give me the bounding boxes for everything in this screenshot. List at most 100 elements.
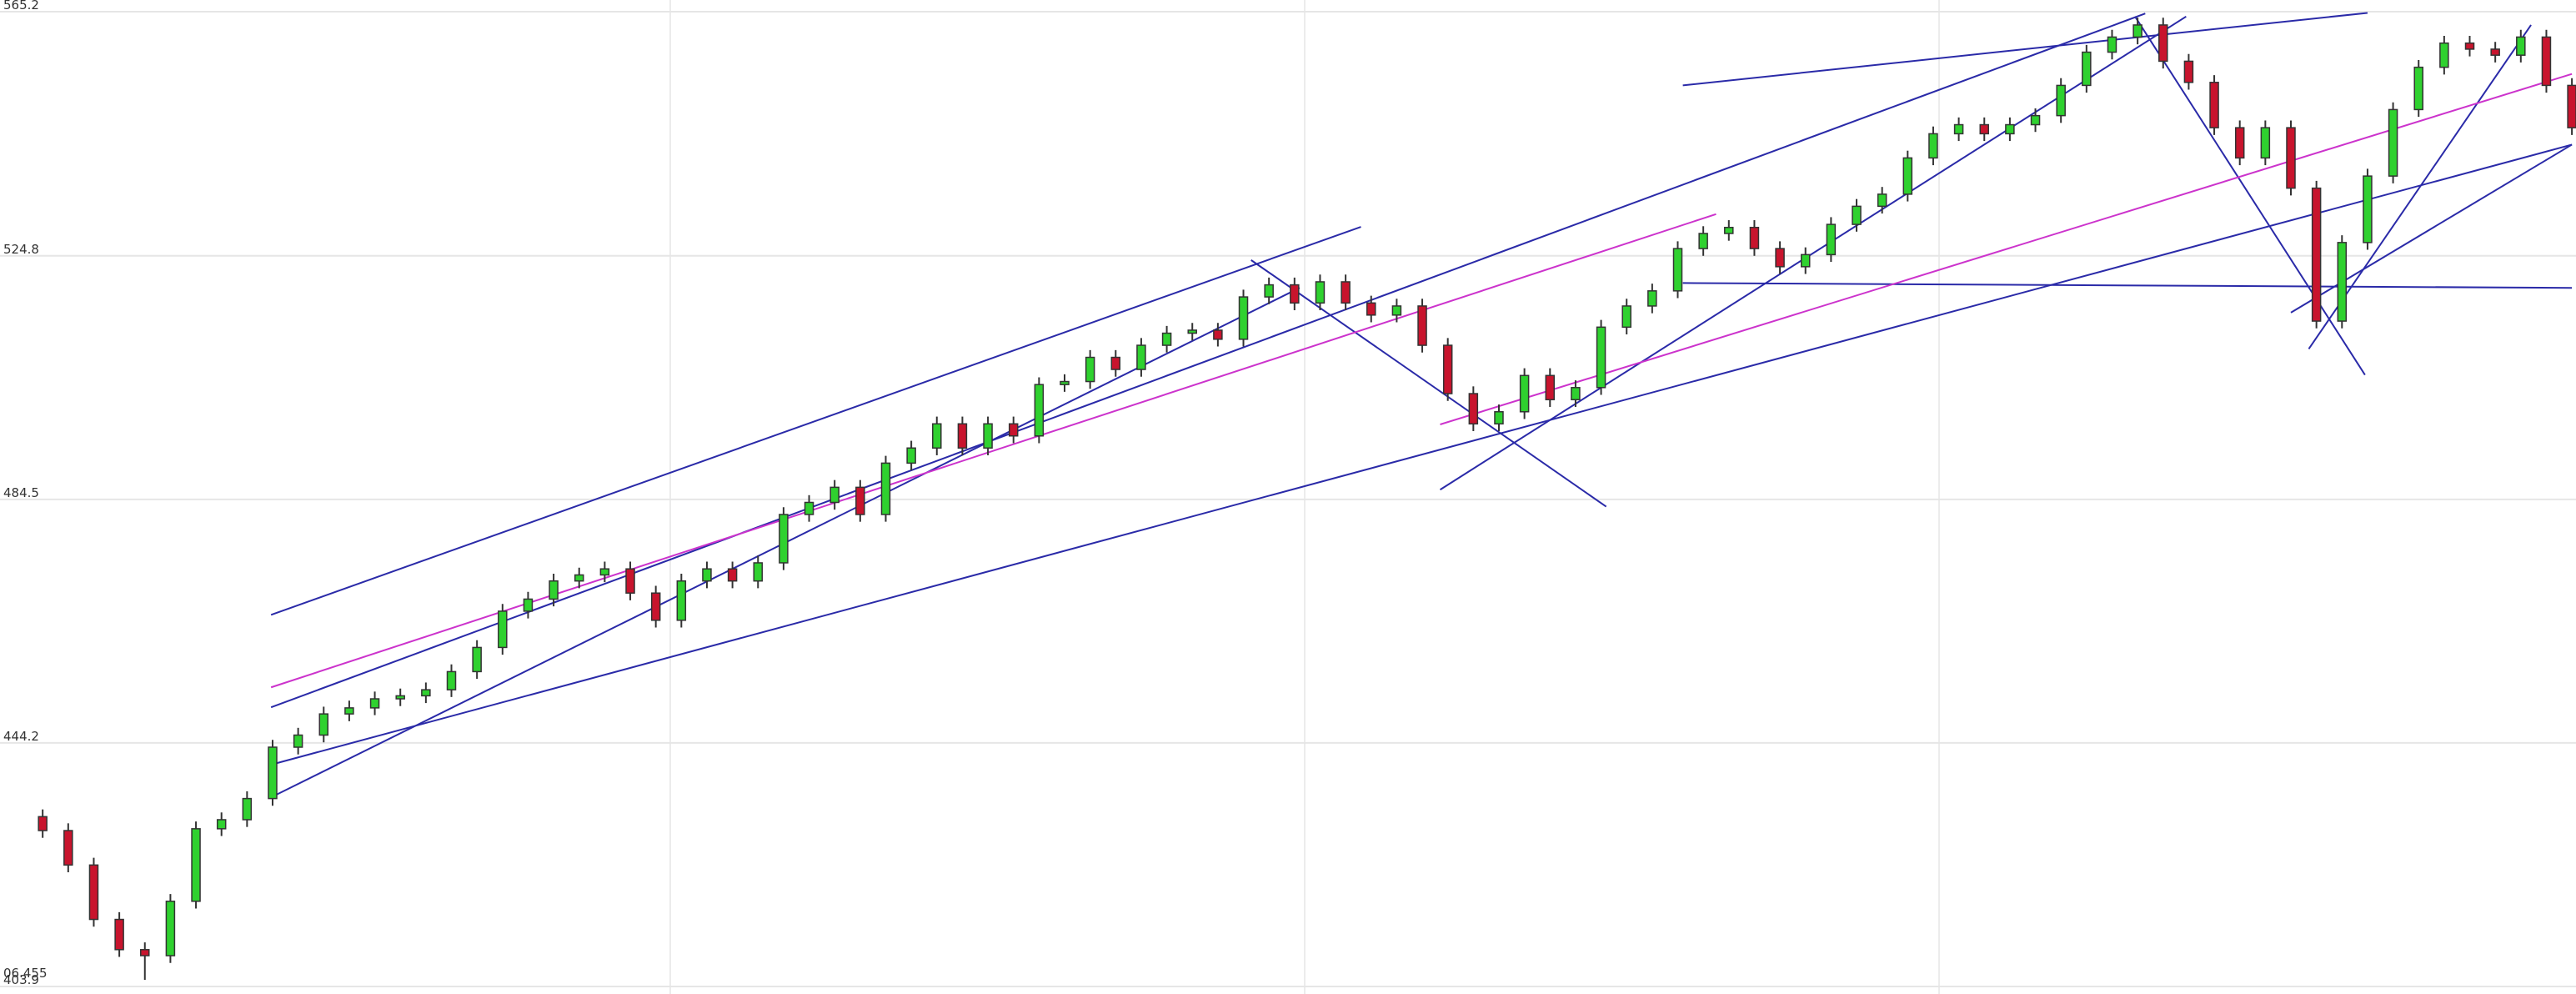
candle-body [2286, 127, 2296, 189]
trend-line [1440, 73, 2573, 425]
candle-body [1468, 393, 1479, 425]
candle-body [1826, 223, 1837, 256]
candle-body [2107, 36, 2117, 53]
candle-body [1238, 296, 1249, 340]
candle-body [1161, 332, 1172, 346]
candle-body [779, 514, 789, 564]
trend-line [270, 213, 1716, 689]
trend-line [1682, 12, 2368, 87]
candle-body [727, 568, 738, 582]
candle-body [1315, 281, 1326, 304]
y-tick-label: 403.9 [3, 972, 39, 987]
candle-body [1647, 290, 1657, 307]
candle-body [1800, 254, 1811, 268]
candle-body [1187, 329, 1197, 334]
candle-body [702, 568, 712, 582]
candle-body [369, 698, 380, 709]
y-tick-label: 444.2 [3, 729, 39, 744]
candle-body [804, 501, 814, 515]
candle-body [268, 746, 278, 800]
candle-body [2132, 24, 2142, 38]
candle-body [1213, 329, 1223, 340]
price-label: 06.455 [3, 966, 48, 981]
y-tick-label: 565.2 [3, 0, 39, 13]
candle-body [1085, 356, 1095, 383]
candle-body [1494, 411, 1504, 425]
trend-line [270, 13, 2146, 709]
candle-body [2337, 242, 2348, 322]
candle-body [2260, 127, 2271, 159]
candle-body [2541, 36, 2552, 87]
candle-body [549, 580, 559, 600]
candle-body [446, 670, 457, 690]
candle-body [344, 707, 354, 715]
candle-body [753, 562, 764, 582]
candle-body [2311, 187, 2322, 322]
candle-body [1442, 344, 1453, 394]
candle-body [472, 646, 482, 673]
candle-body [855, 486, 865, 515]
candle-body [2464, 42, 2475, 50]
trend-line [270, 143, 2573, 766]
candle-body [88, 864, 99, 921]
candle-body [1519, 374, 1530, 413]
candle-body [2439, 42, 2449, 68]
candle-body [140, 949, 150, 956]
candle-body [1902, 157, 1913, 195]
trend-line [2134, 16, 2366, 376]
trend-line [1682, 282, 2573, 289]
candle-body [63, 830, 73, 866]
candle-body [650, 592, 661, 621]
candle-body [1928, 133, 1938, 159]
candle-body [1366, 302, 1376, 316]
candle-body [1749, 226, 1760, 249]
candle-body [2209, 82, 2219, 128]
candle-body [1775, 248, 1785, 268]
candle-body [2183, 60, 2194, 83]
candle-body [1953, 123, 1964, 135]
candle-body [216, 819, 227, 830]
candle-body [625, 568, 635, 594]
candle-body [38, 816, 48, 831]
candle-body [1724, 226, 1734, 234]
candle-body [498, 610, 508, 649]
candle-body [1877, 193, 1887, 208]
candle-body [880, 462, 891, 515]
candle-body [2030, 114, 2041, 126]
candle-body [1596, 326, 1606, 389]
trend-line [1439, 15, 2187, 491]
candle-body [2363, 175, 2373, 243]
candle-body [1290, 284, 1300, 304]
candle-body [523, 598, 534, 612]
candle-body [1621, 305, 1631, 329]
candle-body [1341, 281, 1351, 304]
y-tick-label: 484.5 [3, 485, 39, 500]
candle-body [932, 423, 942, 449]
trend-line [1250, 259, 1607, 508]
candle-body [1417, 305, 1427, 346]
candle-body [574, 574, 584, 582]
candle-body [318, 713, 329, 736]
candle-body [2413, 66, 2423, 111]
candle-body [2056, 84, 2066, 117]
candle-body [1391, 305, 1402, 316]
y-tick-label: 524.8 [3, 242, 39, 257]
candle-body [599, 568, 610, 576]
candle-body [395, 695, 405, 700]
candle-body [2158, 24, 2168, 63]
candle-body [1979, 123, 1989, 135]
candle-body [1545, 374, 1556, 401]
candle-body [2516, 36, 2526, 56]
candle-body [191, 828, 201, 902]
candle-body [165, 901, 176, 956]
candle-body [2567, 84, 2576, 128]
candle-body [1852, 205, 1862, 225]
candle-body [114, 918, 124, 951]
candle-body [2490, 48, 2500, 56]
candle-body [1571, 387, 1581, 401]
candle-body [1008, 423, 1019, 437]
candle-body [421, 689, 431, 697]
candle-body [2005, 123, 2015, 135]
candle-body [983, 423, 993, 449]
